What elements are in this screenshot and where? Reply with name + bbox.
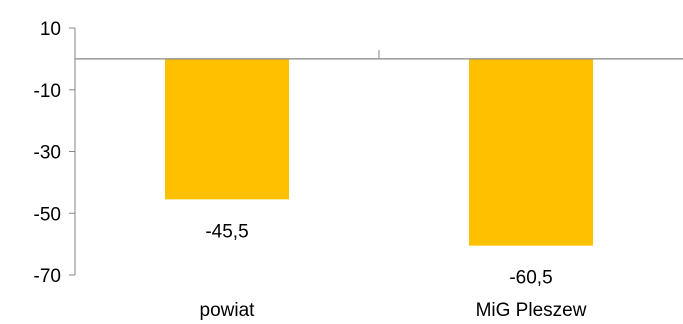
y-tick-label: 10 — [40, 19, 61, 40]
bars — [165, 58, 593, 246]
x-axis — [75, 49, 683, 60]
y-tick-label: -70 — [34, 266, 61, 287]
labels: -45,5 powiat -60,5 MiG Pleszew — [200, 221, 587, 321]
bar — [469, 58, 593, 246]
data-label: -45,5 — [205, 221, 248, 242]
y-axis: 10 -10 -30 -50 -70 — [34, 19, 76, 287]
y-tick-label: -10 — [34, 81, 61, 102]
bar — [165, 58, 289, 200]
y-tick-label: -50 — [34, 204, 61, 225]
y-tick-label: -30 — [34, 143, 61, 164]
category-label: powiat — [200, 300, 256, 321]
category-label: MiG Pleszew — [476, 300, 587, 321]
data-label: -60,5 — [509, 268, 552, 289]
